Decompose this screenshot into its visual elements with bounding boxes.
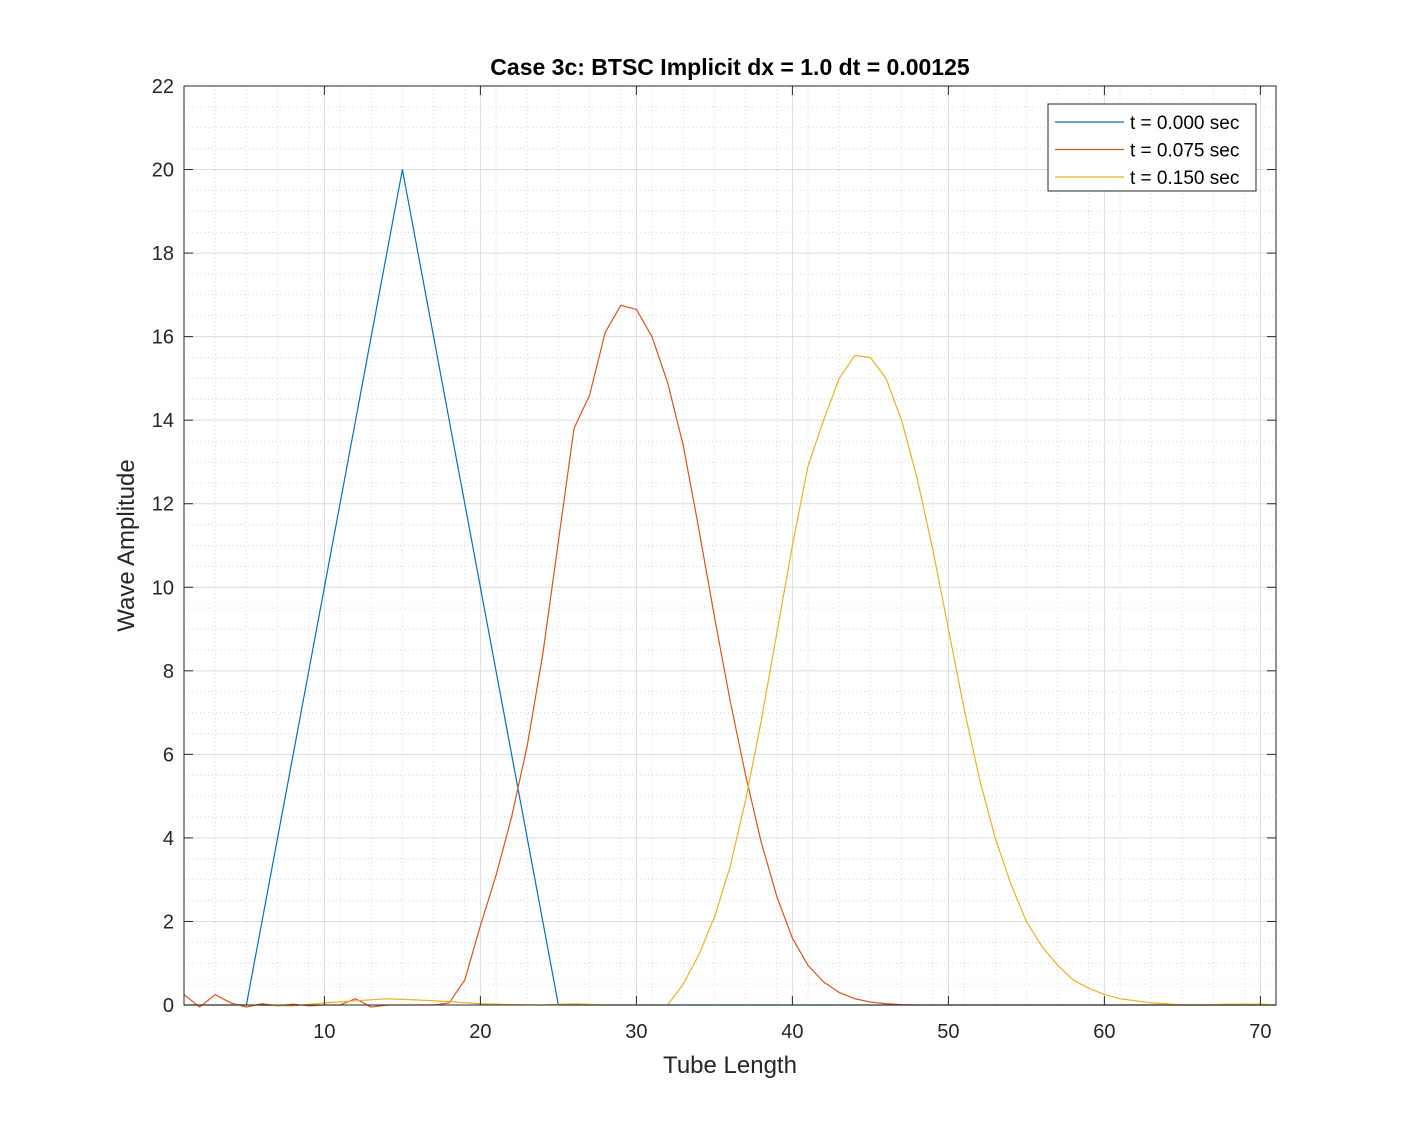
legend-label-1: t = 0.000 sec: [1130, 113, 1239, 134]
y-tick-label: 6: [163, 744, 174, 766]
y-tick-label: 0: [163, 995, 174, 1017]
x-tick-label: 60: [1093, 1021, 1115, 1043]
x-tick-label: 30: [625, 1021, 647, 1043]
legend-label-2: t = 0.075 sec: [1130, 141, 1239, 162]
x-axis-label: Tube Length: [663, 1052, 797, 1079]
y-tick-label: 14: [152, 410, 174, 432]
x-tick-label: 70: [1249, 1021, 1271, 1043]
legend: t = 0.000 sec t = 0.075 sec t = 0.150 sec: [1047, 103, 1257, 192]
y-tick-label: 16: [152, 327, 174, 349]
x-tick-label: 40: [781, 1021, 803, 1043]
tick-labels: 10 20 30 40 50 60 70 0 2 4 6 8 10 12 14 16 18 20 22: [152, 76, 1272, 1043]
y-tick-label: 2: [163, 911, 174, 933]
plot-area: [184, 86, 1276, 1005]
y-axis-label: Wave Amplitude: [113, 459, 140, 632]
y-tick-label: 8: [163, 661, 174, 683]
y-tick-label: 22: [152, 76, 174, 98]
x-tick-label: 20: [469, 1021, 491, 1043]
y-tick-label: 20: [152, 160, 174, 182]
y-tick-label: 10: [152, 577, 174, 599]
legend-label-3: t = 0.150 sec: [1130, 168, 1239, 189]
y-tick-label: 4: [163, 828, 174, 850]
axes-box: [183, 85, 1277, 1006]
y-tick-label: 18: [152, 243, 174, 265]
y-tick-label: 12: [152, 494, 174, 516]
x-tick-label: 10: [313, 1021, 335, 1043]
x-tick-label: 50: [937, 1021, 959, 1043]
ticks-layer: [184, 85, 1276, 1006]
chart-title: Case 3c: BTSC Implicit dx = 1.0 dt = 0.0…: [490, 54, 970, 80]
